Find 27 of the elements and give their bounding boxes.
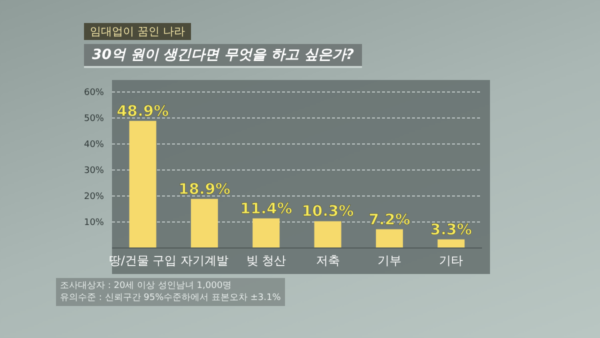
data-label: 11.4% bbox=[240, 199, 292, 218]
y-tick-label: 60% bbox=[84, 88, 104, 98]
x-tick-label: 기부 bbox=[378, 254, 402, 268]
x-tick-label: 땅/건물 구입 bbox=[108, 254, 177, 268]
x-tick-label: 빚 청산 bbox=[246, 254, 286, 268]
data-label: 10.3% bbox=[302, 202, 354, 220]
chart-title: 30억 원이 생긴다면 무엇을 하고 싶은가? bbox=[84, 44, 362, 68]
data-label: 48.9% bbox=[116, 102, 169, 120]
bar bbox=[190, 198, 218, 248]
data-label: 18.9% bbox=[178, 180, 230, 198]
bar bbox=[129, 120, 156, 248]
y-tick-label: 10% bbox=[84, 218, 104, 228]
bar bbox=[438, 239, 465, 248]
y-tick-label: 30% bbox=[84, 166, 104, 176]
y-tick-label: 40% bbox=[84, 140, 104, 150]
text: 조사대상자 : 20세 이상 성인남녀 1,000명 bbox=[60, 280, 233, 292]
x-tick-label: 저축 bbox=[316, 254, 340, 268]
y-tick-label: 20% bbox=[84, 192, 104, 202]
y-tick-label: 50% bbox=[84, 114, 104, 124]
chart-subtitle: 임대업이 꿈인 나라 bbox=[84, 23, 191, 40]
bar bbox=[376, 229, 403, 248]
text: 유의수준 : 신뢰구간 95%수준하에서 표본오차 ±3.1% bbox=[60, 292, 281, 304]
data-label: 3.3% bbox=[430, 220, 472, 238]
x-tick-label: 기타 bbox=[439, 254, 464, 268]
x-tick-label: 자기계발 bbox=[180, 254, 228, 268]
bar bbox=[252, 218, 280, 248]
bar bbox=[314, 221, 342, 248]
